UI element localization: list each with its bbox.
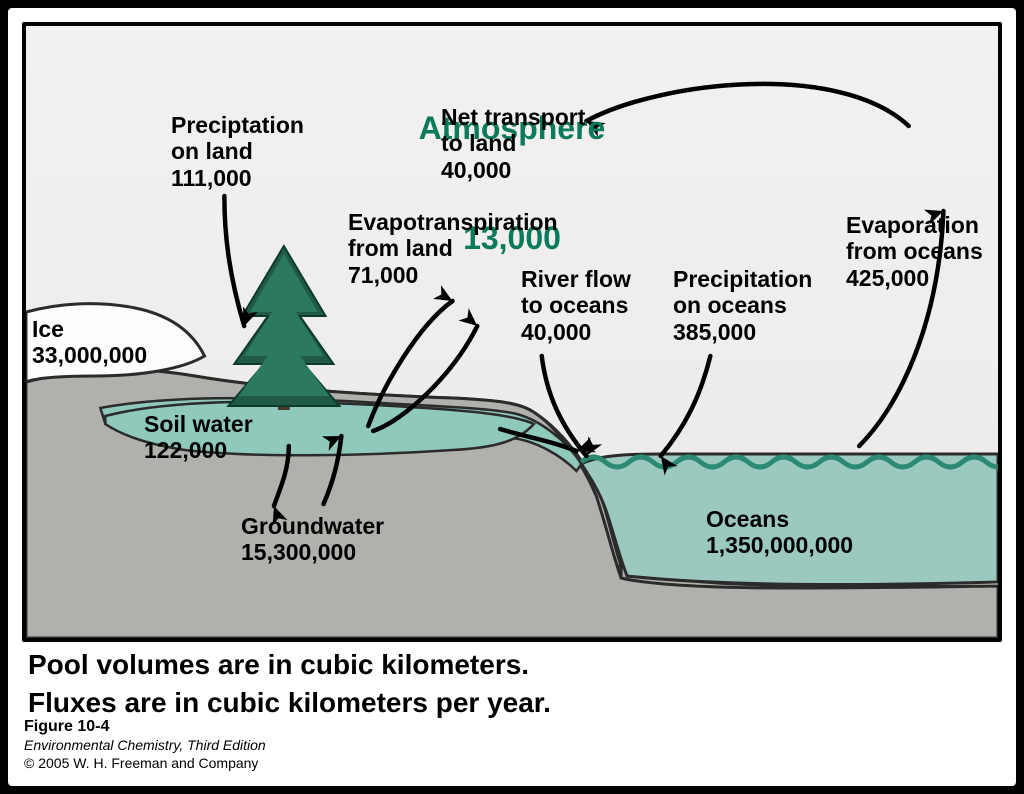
caption-block: Pool volumes are in cubic kilometers. Fl… <box>28 646 551 722</box>
figure-reference: Figure 10-4 Environmental Chemistry, Thi… <box>24 717 266 772</box>
label-oceans: Oceans 1,350,000,000 <box>706 506 853 559</box>
label-soil-water: Soil water 122,000 <box>144 411 253 464</box>
figure-number: Figure 10-4 <box>24 717 266 737</box>
label-precip-land: Preciptation on land 111,000 <box>171 112 304 191</box>
figure-frame: Atmosphere 13,000 Preciptation on land 1… <box>6 6 1018 788</box>
label-groundwater: Groundwater 15,300,000 <box>241 513 384 566</box>
water-cycle-diagram: Atmosphere 13,000 Preciptation on land 1… <box>22 22 1002 642</box>
label-evap-ocean: Evaporation from oceans 425,000 <box>846 212 983 291</box>
label-river-flow: River flow to oceans 40,000 <box>521 266 631 345</box>
label-precip-ocean: Precipitation on oceans 385,000 <box>673 266 812 345</box>
caption-line1: Pool volumes are in cubic kilometers. <box>28 646 551 684</box>
book-title: Environmental Chemistry, Third Edition <box>24 737 266 755</box>
precip-ocean-arrow <box>661 356 711 456</box>
label-ice: Ice 33,000,000 <box>32 316 147 369</box>
label-net-transport: Net transport to land 40,000 <box>441 104 585 183</box>
copyright-line: © 2005 W. H. Freeman and Company <box>24 755 266 773</box>
